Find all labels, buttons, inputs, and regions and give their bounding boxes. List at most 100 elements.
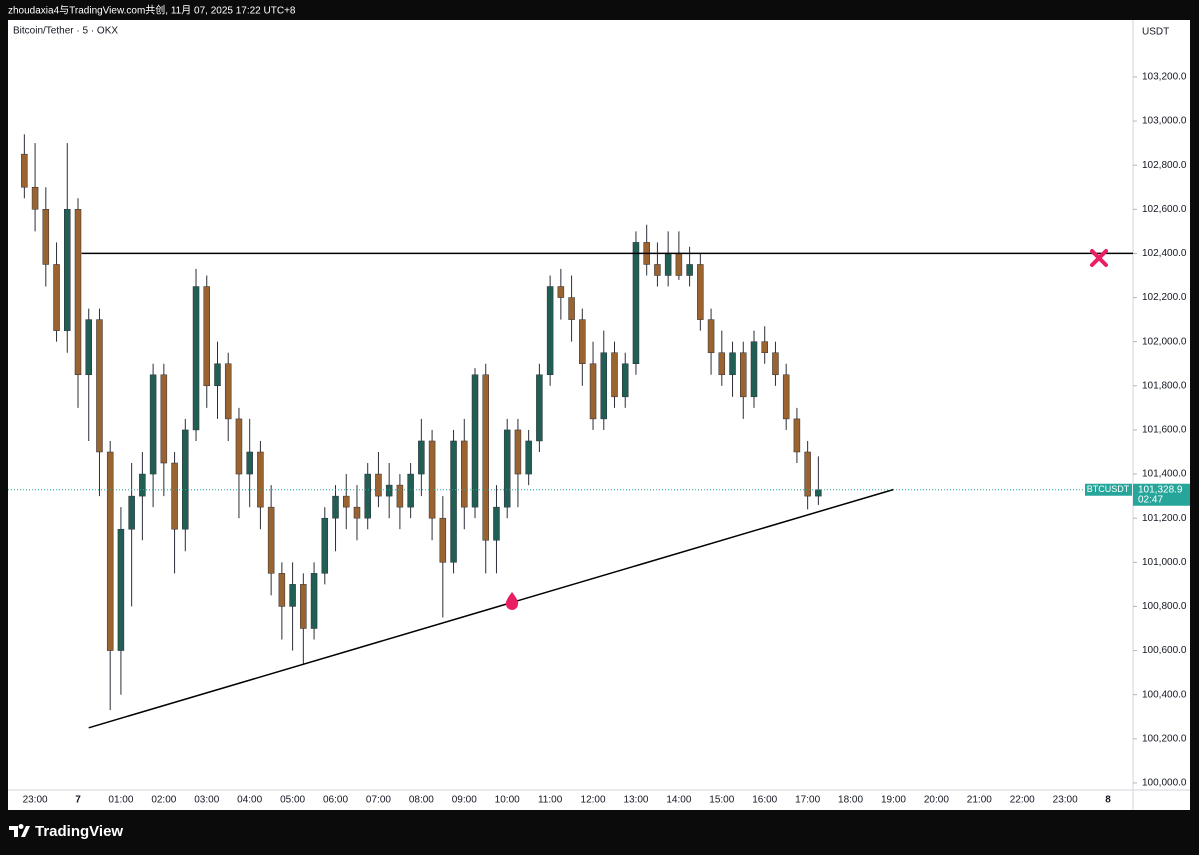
logo: TradingView [9,823,123,840]
candle-body [182,429,189,530]
x-tick-label: 17:00 [795,795,820,806]
candle-body [96,319,103,453]
candle-body [332,495,339,519]
trend-line [88,488,894,729]
candle-body [375,473,382,497]
candle-body [128,495,135,530]
candle-body [171,462,178,530]
candle-body [267,506,275,574]
x-tick-label: 8 [1105,795,1111,806]
candle-body [385,484,393,497]
marks: 100,000.0 100,200.0 100,400.0 100,600.0 100,… [8,72,1190,806]
candle-body [74,209,82,376]
candle-body [428,440,436,519]
x-tick-label: 20:00 [924,795,949,806]
drop-icon [505,592,519,610]
candle-body [85,319,92,376]
y-tick-label: 102,000.0 [1142,336,1187,347]
candle-body [568,297,575,320]
candle-body [321,517,329,574]
x-tick-label: 16:00 [752,795,777,806]
footer-brand: TradingView [35,823,123,840]
candle-body [664,253,672,276]
x-tick-label: 14:00 [666,795,691,806]
candle-body [203,286,211,387]
x-tick-label: 23:00 [23,795,48,806]
y-tick-label: 102,600.0 [1142,204,1187,215]
last-price-label: 101,328.9 [1138,484,1183,495]
x-tick-label: 08:00 [409,795,434,806]
x-tick-label: 12:00 [581,795,606,806]
candle-body [139,473,146,497]
candle-body [707,319,715,353]
candle-body [149,374,157,475]
y-tick-label: 101,200.0 [1142,513,1187,524]
candle-body [42,209,50,265]
x-icon [1090,249,1108,267]
y-tick-label: 101,800.0 [1142,380,1187,391]
y-tick-label: 101,600.0 [1142,425,1187,436]
candle-body [600,352,608,420]
pane [8,20,1190,810]
candle-body [579,319,586,364]
candle-body [21,153,28,188]
candle-body [396,484,404,508]
candle-body [632,242,640,364]
x-tick-label: 09:00 [452,795,477,806]
candle-body [353,506,361,519]
x-tick-label: 10:00 [495,795,520,806]
candle-body [246,451,253,475]
candle-body [289,584,296,607]
y-tick-label: 101,400.0 [1142,469,1187,480]
x-tick-label: 03:00 [194,795,219,806]
candle-body [557,286,565,298]
x-tick-label: 07:00 [366,795,391,806]
candle-body [407,473,414,508]
countdown: 02:47 [1138,494,1163,505]
y-tick-label: 102,400.0 [1142,248,1187,259]
candle-body [772,352,779,376]
y-tick-label: 100,200.0 [1142,733,1187,744]
candle-body [235,418,243,475]
candle-body [621,363,629,398]
y-axis-label: USDT [1142,27,1169,38]
candle-body [697,264,704,320]
symbol-label: BTCUSDT [1087,484,1130,494]
x-tick-label: 11:00 [538,795,563,806]
candle-body [364,473,371,519]
y-tick-label: 100,600.0 [1142,645,1187,656]
candle-body [589,363,597,420]
candle-body [450,440,457,563]
candle-body [343,495,350,508]
candle-body [214,363,221,387]
candle-body [31,186,39,210]
candle-body [686,264,693,276]
candle-body [471,374,479,508]
y-tick-label: 100,800.0 [1142,601,1187,612]
y-tick-label: 102,200.0 [1142,292,1187,303]
candle-body [675,253,683,276]
candle-body [546,286,554,376]
x-tick-label: 23:00 [1053,795,1078,806]
candle-body [53,264,60,331]
candle-body [192,286,200,431]
candle-body [461,440,468,508]
candle-body [160,374,168,464]
candle-body [503,429,511,508]
candle-body [278,573,286,607]
candle-body [514,429,522,475]
candle-body [536,374,543,442]
candle-body [782,374,790,420]
candle-body [729,352,736,376]
x-tick-label: 22:00 [1010,795,1035,806]
candle-body [482,374,489,541]
x-tick-label: 7 [75,795,81,806]
candle-body [718,352,726,376]
candle-body [439,517,447,563]
candle-body [106,451,114,651]
candle-body [740,352,747,398]
candle-body [793,418,801,453]
x-tick-label: 05:00 [280,795,305,806]
x-tick-label: 19:00 [881,795,906,806]
